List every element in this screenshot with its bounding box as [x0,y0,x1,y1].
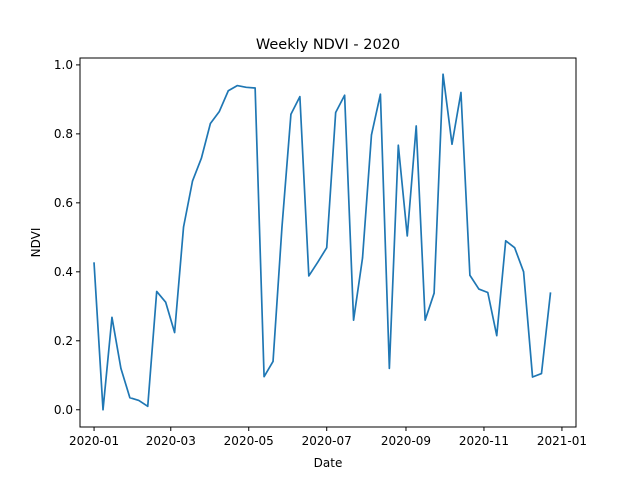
x-tick-label: 2020-01 [69,434,119,448]
data-point [299,96,301,98]
data-point [415,125,417,127]
data-point [308,275,310,277]
y-axis-title: NDVI [29,228,43,258]
data-point [451,143,453,145]
data-point [352,319,355,321]
y-tick-label: 1.0 [54,58,73,72]
data-point [245,86,247,88]
y-tick-label: 0.0 [54,403,73,417]
data-point [370,134,373,136]
data-point [174,331,176,334]
data-point [236,84,238,87]
data-point [496,335,498,337]
data-point [138,399,140,402]
data-point [182,226,185,228]
data-point [335,111,337,114]
data-point [281,226,283,228]
y-tick-label: 0.8 [54,127,73,141]
data-point [102,409,104,411]
data-point [147,405,149,407]
y-tick-label: 0.2 [54,334,73,348]
y-tick-label: 0.6 [54,196,73,210]
x-tick-label: 2020-11 [459,434,509,448]
data-point [388,367,390,369]
data-point [379,93,382,95]
data-point [531,376,534,378]
data-point [191,180,194,182]
data-point [469,274,471,276]
data-point [326,247,328,249]
data-point [218,110,220,113]
data-point [487,291,489,294]
data-point [120,367,122,369]
data-point [522,271,525,273]
data-point [505,240,507,242]
chart-title: Weekly NDVI - 2020 [256,37,400,53]
data-point [254,87,256,89]
y-tick-label: 0.4 [54,265,73,279]
data-point [344,94,346,96]
data-point [129,397,131,399]
data-point [361,257,364,259]
data-point [433,292,435,294]
x-axis: 2020-01 2020-03 2020-05 2020-07 2020-09 2020-… [69,427,587,448]
data-point [156,290,158,293]
x-tick-label: 2020-07 [302,434,352,448]
series-line-0 [93,73,552,411]
data-point [263,376,265,378]
plot-area: 2020-01 2020-03 2020-05 2020-07 2020-09 2020-… [54,57,587,448]
data-point [442,73,444,75]
data-point [272,360,274,363]
data-point [514,247,516,249]
data-point [93,262,95,264]
data-point [200,157,203,159]
data-point [460,91,462,94]
x-tick-label: 2021-01 [537,434,587,448]
x-axis-title: Date [314,456,343,470]
axes-frame [79,57,577,428]
y-axis: 0.0 0.2 0.4 0.6 0.8 1.0 [54,58,80,417]
data-point [540,372,543,375]
data-point [397,144,399,146]
x-tick-label: 2020-09 [381,434,431,448]
series-layer [93,73,552,411]
data-point [227,90,229,92]
data-point [406,235,408,237]
data-point [424,319,426,321]
data-point [165,301,167,303]
data-point [317,261,319,263]
data-point [209,122,211,125]
x-tick-label: 2020-03 [146,434,196,448]
x-tick-label: 2020-05 [224,434,274,448]
data-point [478,288,480,290]
data-point [111,316,113,318]
data-point [549,292,552,294]
data-point [290,113,292,115]
